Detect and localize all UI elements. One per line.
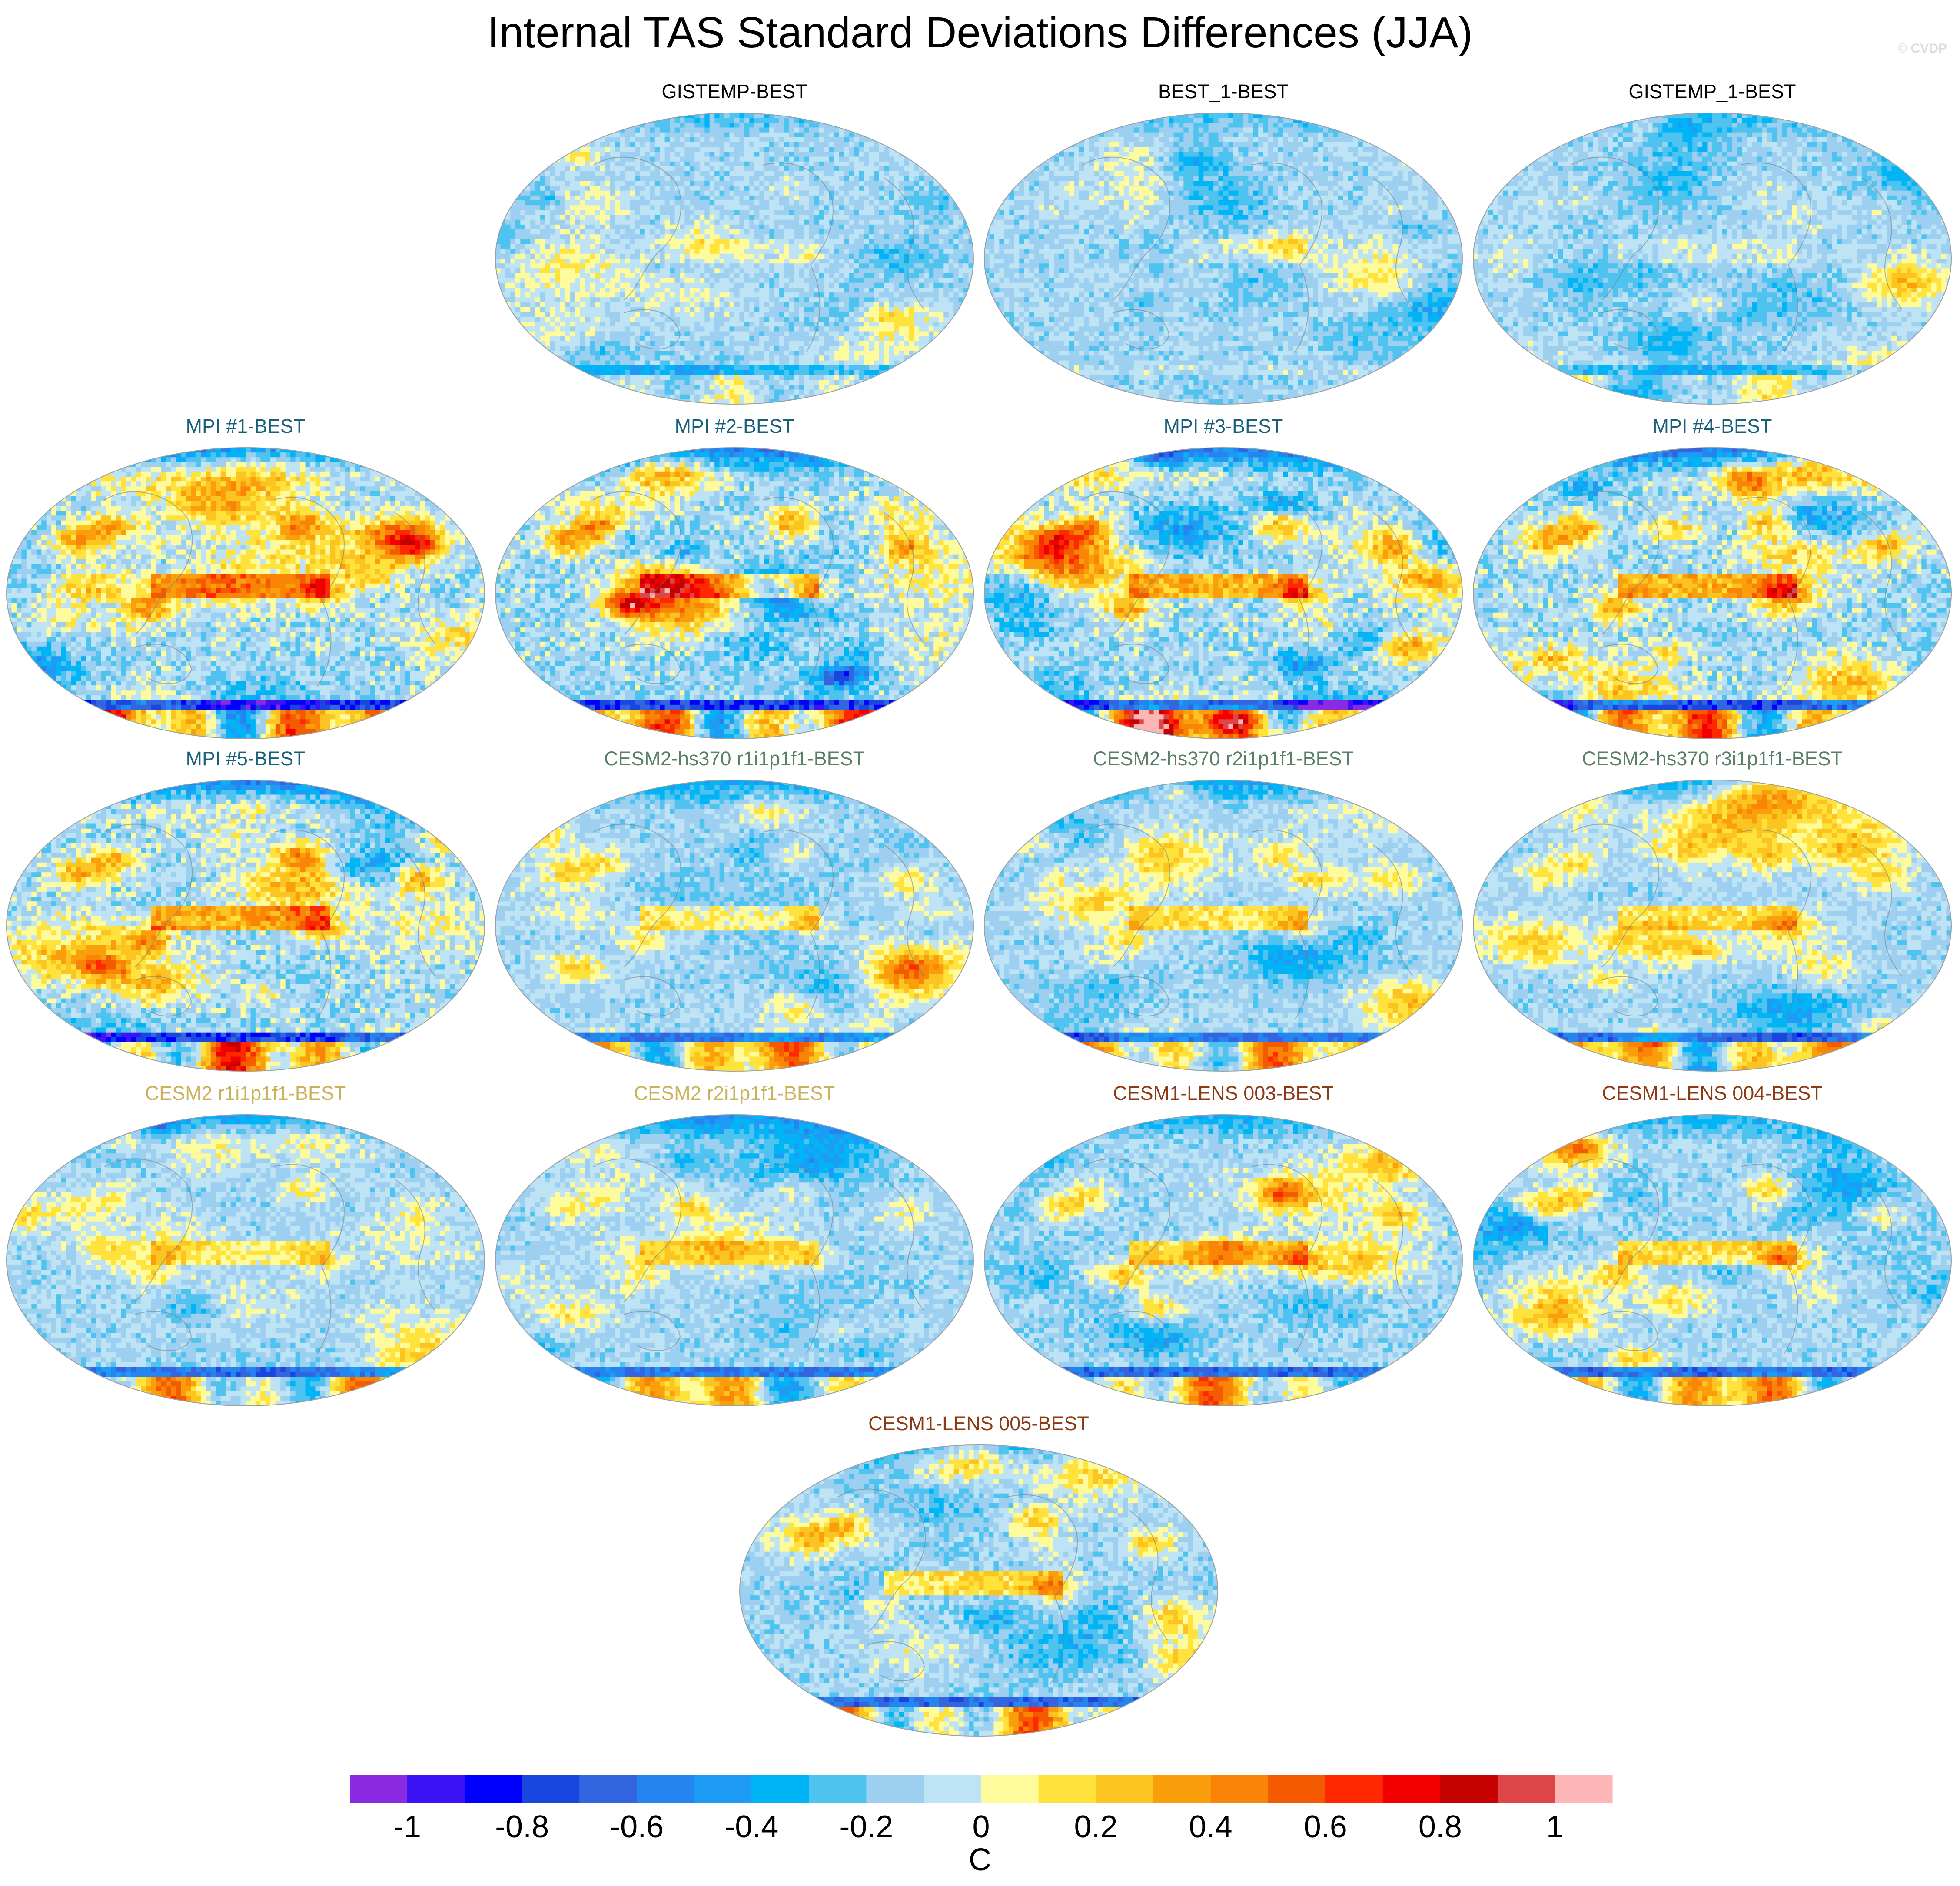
panel-title: CESM2 r2i1p1f1-BEST	[493, 1082, 976, 1105]
map-field	[495, 113, 974, 405]
map-panel	[1471, 1110, 1953, 1410]
map-field	[7, 780, 485, 1072]
colorbar-swatch	[1383, 1775, 1441, 1803]
colorbar-units: C	[937, 1842, 1023, 1878]
map-panel	[982, 1110, 1465, 1410]
colorbar-swatch	[751, 1775, 809, 1803]
map-panel	[982, 776, 1465, 1076]
colorbar-swatch	[1096, 1775, 1154, 1803]
panel-title: CESM2-hs370 r2i1p1f1-BEST	[982, 747, 1465, 770]
map-panel	[982, 109, 1465, 408]
map-field	[984, 780, 1463, 1072]
panel-title: MPI #4-BEST	[1471, 415, 1953, 438]
colorbar-tick-label: 0.6	[1282, 1809, 1369, 1845]
colorbar-swatch	[694, 1775, 752, 1803]
watermark: © CVDP	[1869, 41, 1947, 56]
map-field	[495, 448, 974, 739]
panel-title: GISTEMP-BEST	[493, 80, 976, 103]
colorbar-swatch	[1498, 1775, 1555, 1803]
map-panel	[4, 776, 487, 1076]
colorbar-swatch	[350, 1775, 408, 1803]
map-field	[7, 1115, 485, 1406]
panel-title: CESM1-LENS 003-BEST	[982, 1082, 1465, 1105]
map-field	[7, 448, 485, 739]
map-panel	[4, 1110, 487, 1410]
colorbar-tick-label: 1	[1512, 1809, 1598, 1845]
colorbar-swatch	[809, 1775, 867, 1803]
colorbar-swatch	[522, 1775, 580, 1803]
map-field	[1473, 113, 1952, 405]
map-panel	[493, 109, 976, 408]
main-title: Internal TAS Standard Deviations Differe…	[0, 4, 1960, 61]
colorbar-tick-label: 0	[938, 1809, 1025, 1845]
colorbar-tick-label: -0.2	[823, 1809, 910, 1845]
colorbar-tick-label: -0.6	[593, 1809, 680, 1845]
colorbar-tick-label: -0.4	[708, 1809, 795, 1845]
panel-title: MPI #2-BEST	[493, 415, 976, 438]
map-panel	[1471, 776, 1953, 1076]
colorbar-swatch	[1268, 1775, 1326, 1803]
map-panel	[493, 776, 976, 1076]
colorbar-swatch	[1440, 1775, 1498, 1803]
colorbar-swatch	[1153, 1775, 1211, 1803]
colorbar-swatch	[465, 1775, 522, 1803]
panel-title: CESM2-hs370 r3i1p1f1-BEST	[1471, 747, 1953, 770]
colorbar-swatch	[637, 1775, 694, 1803]
panel-title: GISTEMP_1-BEST	[1471, 80, 1953, 103]
map-field	[1473, 448, 1952, 739]
panel-title: MPI #3-BEST	[982, 415, 1465, 438]
map-panel	[1471, 109, 1953, 408]
map-panel	[493, 443, 976, 743]
panel-title: CESM2-hs370 r1i1p1f1-BEST	[493, 747, 976, 770]
colorbar-tick-label: 0.4	[1167, 1809, 1254, 1845]
map-field	[495, 1115, 974, 1406]
map-field	[1473, 780, 1952, 1072]
map-field	[495, 780, 974, 1072]
panel-title: BEST_1-BEST	[982, 80, 1465, 103]
colorbar-tick-label: -1	[364, 1809, 451, 1845]
panel-title: CESM1-LENS 005-BEST	[737, 1412, 1220, 1435]
colorbar-swatch	[1211, 1775, 1269, 1803]
map-field	[1473, 1115, 1952, 1406]
colorbar	[350, 1775, 1612, 1803]
panel-title: MPI #5-BEST	[4, 747, 487, 770]
colorbar-swatch	[981, 1775, 1039, 1803]
colorbar-swatch	[407, 1775, 465, 1803]
map-panel	[493, 1110, 976, 1410]
colorbar-swatch	[1325, 1775, 1383, 1803]
colorbar-swatch	[866, 1775, 924, 1803]
colorbar-tick-label: 0.2	[1053, 1809, 1139, 1845]
map-panel	[1471, 443, 1953, 743]
colorbar-swatch	[579, 1775, 637, 1803]
colorbar-tick-label: 0.8	[1397, 1809, 1484, 1845]
panel-title: CESM2 r1i1p1f1-BEST	[4, 1082, 487, 1105]
colorbar-swatch	[1555, 1775, 1613, 1803]
panel-title: CESM1-LENS 004-BEST	[1471, 1082, 1953, 1105]
map-field	[984, 113, 1463, 405]
map-panel	[4, 443, 487, 743]
map-panel	[982, 443, 1465, 743]
map-field	[984, 448, 1463, 739]
panel-title: MPI #1-BEST	[4, 415, 487, 438]
colorbar-swatch	[924, 1775, 982, 1803]
colorbar-tick-label: -0.8	[478, 1809, 565, 1845]
colorbar-swatch	[1039, 1775, 1096, 1803]
map-field	[984, 1115, 1463, 1406]
map-panel	[737, 1441, 1220, 1740]
map-field	[740, 1445, 1218, 1737]
